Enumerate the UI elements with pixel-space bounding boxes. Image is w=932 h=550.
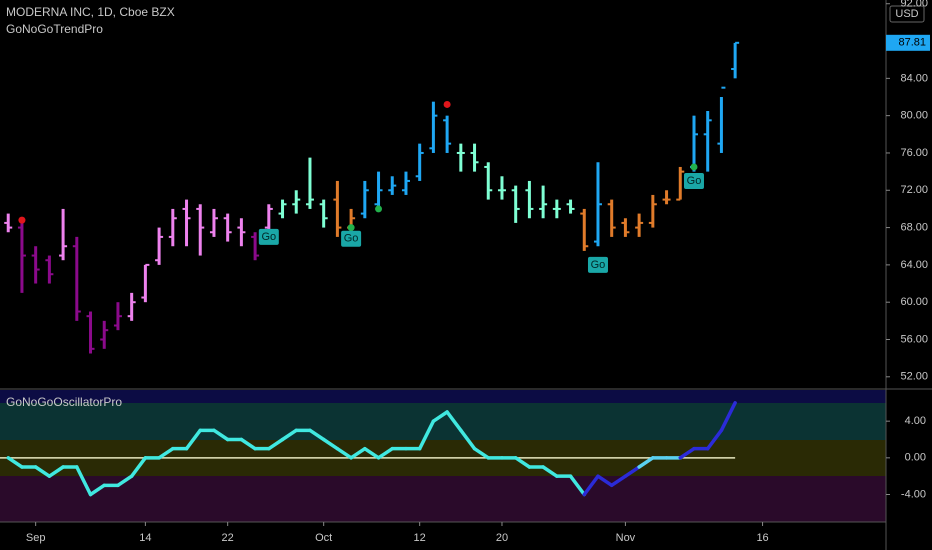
y-tick-label: 84.00 (900, 72, 928, 84)
go-badge (341, 230, 362, 247)
oscillator-segment (678, 446, 696, 460)
go-label: Go (591, 259, 606, 271)
y-tick-label: 0.00 (905, 452, 926, 464)
signal-dot (347, 224, 355, 232)
oscillator-segment (267, 437, 285, 451)
y-tick-label: 72.00 (900, 184, 928, 196)
x-tick-label: 12 (414, 532, 426, 544)
currency-box (889, 5, 925, 23)
go-badge (587, 256, 608, 273)
oscillator-segment (116, 474, 134, 488)
y-tick-label: 64.00 (900, 259, 928, 271)
oscillator-segment (705, 428, 724, 451)
oscillator-segment (431, 410, 449, 423)
oscillator-segment (472, 446, 491, 460)
y-tick-label: 68.00 (900, 221, 928, 233)
signal-dot (443, 100, 451, 108)
signal-dot (690, 163, 698, 171)
oscillator-segment (280, 428, 298, 442)
oscillator-segment (719, 401, 737, 433)
y-tick-label: 92.00 (900, 0, 928, 10)
go-label: Go (261, 231, 276, 243)
oscillator-segment (212, 428, 230, 442)
go-badge (683, 172, 704, 189)
go-badge (258, 228, 279, 245)
band (0, 403, 886, 440)
y-tick-label: -4.00 (901, 488, 926, 500)
last-price: 87.81 (898, 37, 926, 49)
x-tick-label: 20 (496, 532, 508, 544)
x-tick-label: Sep (26, 532, 46, 544)
oscillator-segment (33, 465, 52, 478)
oscillator-segment (417, 419, 436, 451)
oscillator-segment (459, 428, 477, 451)
oscillator-segment (363, 446, 381, 460)
go-label: Go (687, 175, 702, 187)
oscillator-segment (541, 465, 559, 478)
oscillator-segment (184, 428, 202, 451)
oscillator-segment (308, 428, 326, 442)
x-tick-label: Oct (315, 532, 332, 544)
oscillator-segment (609, 474, 628, 488)
oscillator-segment (376, 446, 395, 460)
x-tick-label: 22 (222, 532, 234, 544)
oscillator-segment (157, 446, 175, 460)
indicator-name: GoNoGoTrendPro (6, 22, 103, 36)
oscillator-segment (75, 465, 93, 497)
y-tick-label: 56.00 (900, 333, 928, 345)
signal-dot (375, 205, 383, 213)
band (0, 476, 886, 522)
oscillator-title: GoNoGoOscillatorPro (6, 395, 122, 409)
y-tick-label: 4.00 (905, 415, 926, 427)
y-tick-label: 80.00 (900, 110, 928, 122)
x-tick-label: 14 (139, 532, 151, 544)
oscillator-segment (568, 474, 587, 497)
x-tick-label: Nov (616, 532, 636, 544)
last-price-box (886, 34, 930, 51)
oscillator-segment (321, 437, 340, 451)
oscillator-segment (637, 456, 655, 469)
oscillator-segment (623, 465, 641, 478)
oscillator-segment (335, 446, 353, 460)
oscillator-segment (596, 474, 614, 488)
oscillator-segment (47, 465, 65, 478)
go-label: Go (344, 233, 359, 245)
oscillator-segment (239, 437, 257, 451)
y-tick-label: 76.00 (900, 147, 928, 159)
oscillator-segment (582, 474, 600, 497)
oscillator-segment (129, 456, 148, 478)
oscillator-segment (6, 456, 24, 469)
y-tick-label: 52.00 (900, 371, 928, 383)
band (0, 390, 886, 403)
oscillator-segment (513, 456, 532, 469)
x-tick-label: 16 (756, 532, 768, 544)
oscillator-segment (445, 410, 463, 433)
oscillator-segment (349, 446, 367, 460)
chart-title: MODERNA INC, 1D, Cboe BZX (6, 5, 175, 19)
y-tick-label: 60.00 (900, 296, 928, 308)
signal-dot (18, 216, 26, 224)
oscillator-segment (88, 483, 106, 497)
currency: USD (895, 8, 918, 20)
